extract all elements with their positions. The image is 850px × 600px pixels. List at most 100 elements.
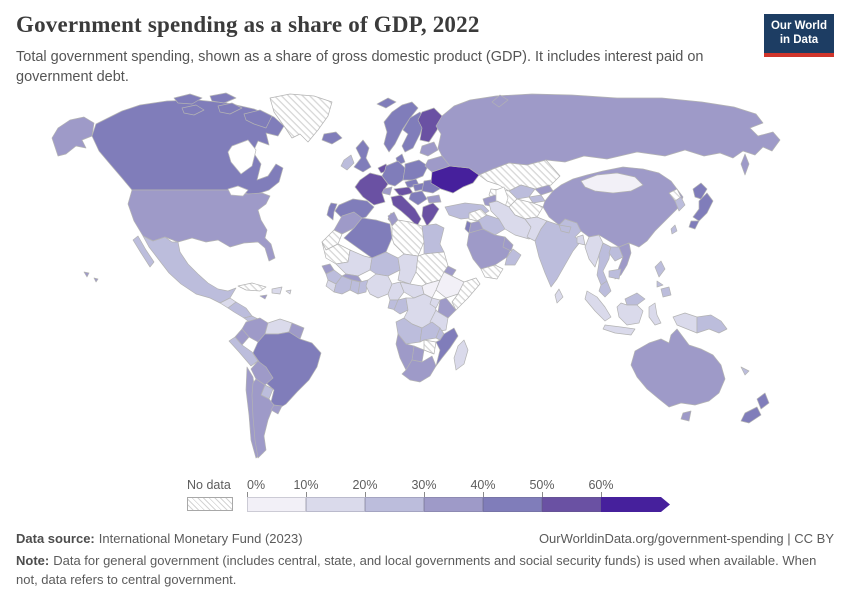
region-svalbard[interactable]	[376, 97, 397, 109]
region-gulf-states[interactable]	[502, 236, 514, 252]
region-canada-arctic-3[interactable]	[181, 104, 205, 116]
region-malaysia[interactable]	[598, 280, 612, 298]
region-canada-arctic-2[interactable]	[209, 92, 237, 104]
region-kalimantan[interactable]	[616, 302, 644, 326]
region-kenya[interactable]	[437, 297, 457, 319]
source-row: Data source: International Monetary Fund …	[16, 531, 834, 546]
region-myanmar[interactable]	[584, 234, 604, 268]
region-greece[interactable]	[421, 202, 440, 227]
region-libya[interactable]	[391, 219, 425, 257]
region-jamaica[interactable]	[259, 294, 268, 300]
region-papua-new-guinea[interactable]	[696, 314, 728, 334]
region-taiwan[interactable]	[670, 224, 678, 235]
region-puerto-rico[interactable]	[285, 289, 292, 295]
region-novaya-zemlya[interactable]	[491, 94, 509, 108]
region-philippines-visayas[interactable]	[656, 280, 664, 288]
region-hispaniola[interactable]	[271, 286, 283, 295]
region-sakhalin[interactable]	[740, 153, 750, 176]
region-madagascar[interactable]	[453, 339, 469, 371]
region-uruguay[interactable]	[270, 404, 283, 415]
region-canada-arctic-1[interactable]	[173, 93, 203, 105]
region-finland[interactable]	[417, 107, 443, 143]
region-mongolia[interactable]	[580, 172, 644, 194]
region-greenland[interactable]	[269, 93, 333, 143]
legend-bin-0-10%[interactable]	[247, 497, 306, 512]
region-sulawesi[interactable]	[648, 302, 662, 326]
region-new-zealand-north[interactable]	[756, 392, 770, 410]
region-yemen[interactable]	[480, 264, 504, 280]
region-thailand[interactable]	[596, 242, 612, 286]
region-ireland[interactable]	[340, 154, 355, 171]
region-portugal[interactable]	[326, 202, 338, 221]
legend-bin-50-60%[interactable]	[542, 497, 601, 512]
region-tasmania[interactable]	[680, 410, 692, 422]
region-new-caledonia[interactable]	[740, 366, 750, 376]
region-egypt[interactable]	[421, 223, 445, 255]
region-cambodia[interactable]	[608, 268, 622, 280]
rights-link[interactable]: OurWorldinData.org/government-spending |…	[538, 531, 834, 546]
region-iceland[interactable]	[321, 131, 343, 145]
legend-no-data-swatch[interactable]	[187, 497, 233, 511]
region-mozambique[interactable]	[435, 327, 459, 367]
region-chad[interactable]	[397, 253, 419, 285]
region-japan-honshu[interactable]	[692, 192, 714, 222]
region-poland[interactable]	[402, 159, 429, 181]
region-sumatra[interactable]	[584, 290, 612, 322]
region-sri-lanka[interactable]	[554, 288, 564, 304]
region-togo-benin[interactable]	[357, 279, 369, 295]
region-south-korea[interactable]	[674, 196, 686, 212]
region-philippines-luzon[interactable]	[654, 260, 666, 278]
region-bangladesh[interactable]	[576, 234, 586, 246]
region-zimbabwe[interactable]	[423, 339, 437, 355]
region-norway[interactable]	[383, 101, 419, 153]
region-somalia[interactable]	[451, 277, 481, 311]
region-switzerland[interactable]	[381, 186, 393, 196]
region-france[interactable]	[354, 172, 389, 206]
region-baltics[interactable]	[419, 141, 439, 157]
region-malaysia-borneo[interactable]	[624, 292, 646, 306]
region-china[interactable]	[542, 166, 684, 248]
region-algeria[interactable]	[343, 217, 393, 259]
region-united-states[interactable]	[127, 189, 276, 262]
region-philippines-mindanao[interactable]	[660, 286, 672, 298]
data-source-value: International Monetary Fund (2023)	[98, 531, 303, 546]
region-canada-arctic-4[interactable]	[217, 102, 243, 115]
region-laos[interactable]	[608, 246, 624, 262]
legend-bin-10-20%[interactable]	[306, 497, 365, 512]
region-australia[interactable]	[630, 328, 726, 408]
region-angola[interactable]	[395, 317, 423, 345]
region-mexico[interactable]	[142, 235, 237, 304]
region-japan-kyushu[interactable]	[688, 220, 700, 230]
region-kazakhstan[interactable]	[478, 159, 561, 192]
region-india[interactable]	[534, 218, 582, 288]
region-hawaii[interactable]	[83, 271, 99, 283]
region-japan-hokkaido[interactable]	[692, 182, 708, 200]
legend-bin-40-50%[interactable]	[483, 497, 542, 512]
region-oman[interactable]	[504, 248, 522, 266]
region-bulgaria[interactable]	[426, 194, 442, 204]
legend-bin-60%+[interactable]	[601, 497, 670, 512]
region-cuba[interactable]	[237, 282, 267, 292]
region-nepal[interactable]	[558, 224, 572, 234]
region-congo[interactable]	[393, 297, 409, 315]
owid-logo[interactable]: Our World in Data	[764, 14, 834, 57]
region-java[interactable]	[602, 324, 636, 336]
region-russia[interactable]	[435, 93, 781, 176]
region-tajikistan[interactable]	[528, 194, 546, 204]
region-peru[interactable]	[228, 336, 259, 367]
region-baja-california[interactable]	[132, 235, 155, 268]
region-germany[interactable]	[381, 160, 406, 187]
region-venezuela[interactable]	[264, 318, 293, 335]
region-western-balkans[interactable]	[408, 190, 428, 206]
region-iran[interactable]	[488, 200, 538, 240]
region-alaska[interactable]	[51, 116, 95, 157]
region-new-zealand-south[interactable]	[740, 406, 762, 424]
region-argentina[interactable]	[251, 378, 275, 459]
region-italy[interactable]	[390, 194, 422, 227]
region-baffin-island[interactable]	[243, 109, 273, 129]
legend-bin-20-30%[interactable]	[365, 497, 424, 512]
region-south-africa[interactable]	[401, 355, 437, 383]
legend-bin-30-40%[interactable]	[424, 497, 483, 512]
region-uganda[interactable]	[429, 297, 441, 309]
region-united-kingdom[interactable]	[353, 139, 372, 173]
